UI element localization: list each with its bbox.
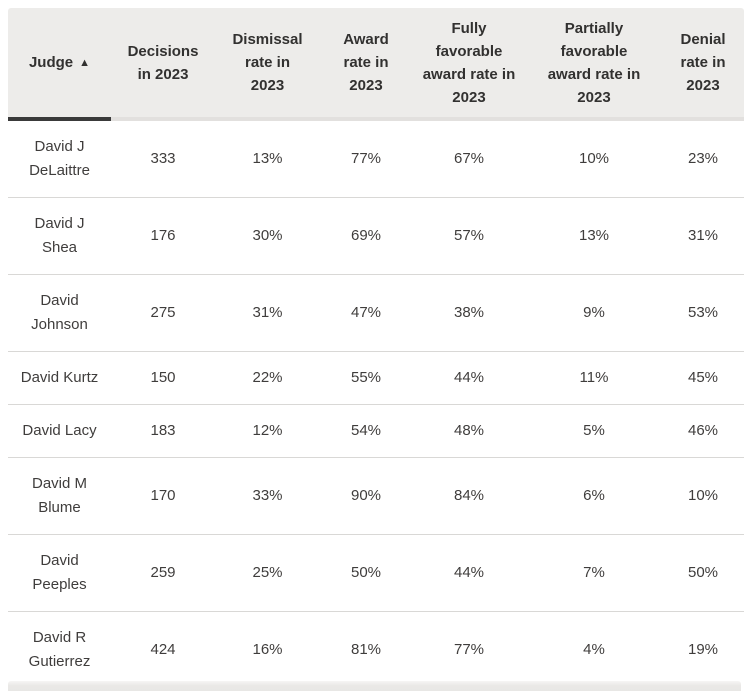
decisions-cell: 333 <box>150 150 176 167</box>
decisions-cell: 424 <box>150 641 176 658</box>
column-label: Decisions in 2023 <box>127 42 199 83</box>
fully-favorable-rate-cell: 44% <box>453 369 485 386</box>
dismissal-rate-cell: 31% <box>252 304 283 321</box>
column-label: Partially favorable award rate in 2023 <box>547 19 641 106</box>
fully-favorable-rate-cell: 57% <box>453 227 485 244</box>
column-label: Award rate in 2023 <box>343 31 389 94</box>
award-rate-cell: 50% <box>350 564 382 581</box>
partially-favorable-rate-cell: 11% <box>579 369 609 386</box>
judge-name-cell: David J Shea <box>34 215 85 256</box>
fully-favorable-rate-cell: 48% <box>453 422 485 439</box>
table-row: David J DeLaittre 333 13% 77% 67% 10% 23… <box>8 121 744 198</box>
award-rate-cell: 69% <box>350 227 382 244</box>
column-header-judge[interactable]: Judge ▲ <box>8 8 111 121</box>
partially-favorable-rate-cell: 6% <box>583 487 605 504</box>
decisions-cell: 183 <box>150 422 176 439</box>
table-row: David Johnson 275 31% 47% 38% 9% 53% <box>8 275 744 352</box>
table-body: David J DeLaittre 333 13% 77% 67% 10% 23… <box>8 121 744 688</box>
decisions-cell: 150 <box>150 369 176 386</box>
next-section-header-strip <box>8 681 741 691</box>
denial-rate-cell: 46% <box>687 422 719 439</box>
fully-favorable-rate-cell: 44% <box>453 564 485 581</box>
judge-name-cell: David Kurtz <box>20 369 99 386</box>
column-label: Fully favorable award rate in 2023 <box>422 19 516 106</box>
decisions-cell: 176 <box>150 227 176 244</box>
fully-favorable-rate-cell: 77% <box>453 641 485 658</box>
table-row: David R Gutierrez 424 16% 81% 77% 4% 19% <box>8 612 744 688</box>
table-row: David Lacy 183 12% 54% 48% 5% 46% <box>8 405 744 458</box>
dismissal-rate-cell: 33% <box>252 487 283 504</box>
column-header-award-rate[interactable]: Award rate in 2023 <box>320 8 412 121</box>
judges-table: Judge ▲ Decisions in 2023 Dismissal rate… <box>8 8 744 688</box>
partially-favorable-rate-cell: 9% <box>583 304 605 321</box>
denial-rate-cell: 50% <box>687 564 719 581</box>
dismissal-rate-cell: 30% <box>252 227 283 244</box>
award-rate-cell: 55% <box>350 369 382 386</box>
column-header-partially-favorable-rate[interactable]: Partially favorable award rate in 2023 <box>526 8 662 121</box>
decisions-cell: 170 <box>150 487 176 504</box>
judge-name-cell: David Lacy <box>22 422 97 439</box>
column-header-fully-favorable-rate[interactable]: Fully favorable award rate in 2023 <box>412 8 526 121</box>
award-rate-cell: 47% <box>350 304 382 321</box>
judge-name-cell: David J DeLaittre <box>29 138 90 179</box>
table-row: David J Shea 176 30% 69% 57% 13% 31% <box>8 198 744 275</box>
denial-rate-cell: 45% <box>687 369 719 386</box>
dismissal-rate-cell: 13% <box>252 150 283 167</box>
judge-name-cell: David Peeples <box>32 552 87 593</box>
fully-favorable-rate-cell: 67% <box>453 150 485 167</box>
judge-name-cell: David R Gutierrez <box>28 629 91 670</box>
decisions-cell: 259 <box>150 564 176 581</box>
judge-name-cell: David Johnson <box>31 292 88 333</box>
column-label: Denial rate in 2023 <box>680 31 726 94</box>
denial-rate-cell: 10% <box>687 487 719 504</box>
award-rate-cell: 77% <box>350 150 382 167</box>
column-label: Dismissal rate in 2023 <box>232 31 303 94</box>
partially-favorable-rate-cell: 13% <box>578 227 610 244</box>
decisions-cell: 275 <box>150 304 176 321</box>
table-row: David Kurtz 150 22% 55% 44% 11% 45% <box>8 352 744 405</box>
dismissal-rate-cell: 25% <box>252 564 283 581</box>
column-header-denial-rate[interactable]: Denial rate in 2023 <box>662 8 744 121</box>
table-header-row: Judge ▲ Decisions in 2023 Dismissal rate… <box>8 8 744 121</box>
column-header-dismissal-rate[interactable]: Dismissal rate in 2023 <box>215 8 320 121</box>
partially-favorable-rate-cell: 4% <box>583 641 605 658</box>
partially-favorable-rate-cell: 7% <box>583 564 605 581</box>
award-rate-cell: 81% <box>350 641 382 658</box>
table-row: David Peeples 259 25% 50% 44% 7% 50% <box>8 535 744 612</box>
fully-favorable-rate-cell: 84% <box>453 487 485 504</box>
dismissal-rate-cell: 16% <box>252 641 283 658</box>
denial-rate-cell: 23% <box>687 150 719 167</box>
fully-favorable-rate-cell: 38% <box>453 304 485 321</box>
column-label: Judge <box>28 54 74 71</box>
partially-favorable-rate-cell: 10% <box>578 150 610 167</box>
partially-favorable-rate-cell: 5% <box>583 422 605 439</box>
denial-rate-cell: 31% <box>687 227 719 244</box>
table-row: David M Blume 170 33% 90% 84% 6% 10% <box>8 458 744 535</box>
denial-rate-cell: 53% <box>687 304 719 321</box>
award-rate-cell: 54% <box>350 422 382 439</box>
sort-ascending-icon: ▲ <box>79 56 91 69</box>
dismissal-rate-cell: 22% <box>252 369 283 386</box>
denial-rate-cell: 19% <box>687 641 719 658</box>
column-header-decisions[interactable]: Decisions in 2023 <box>111 8 215 121</box>
judge-name-cell: David M Blume <box>31 475 87 516</box>
dismissal-rate-cell: 12% <box>252 422 283 439</box>
award-rate-cell: 90% <box>350 487 382 504</box>
